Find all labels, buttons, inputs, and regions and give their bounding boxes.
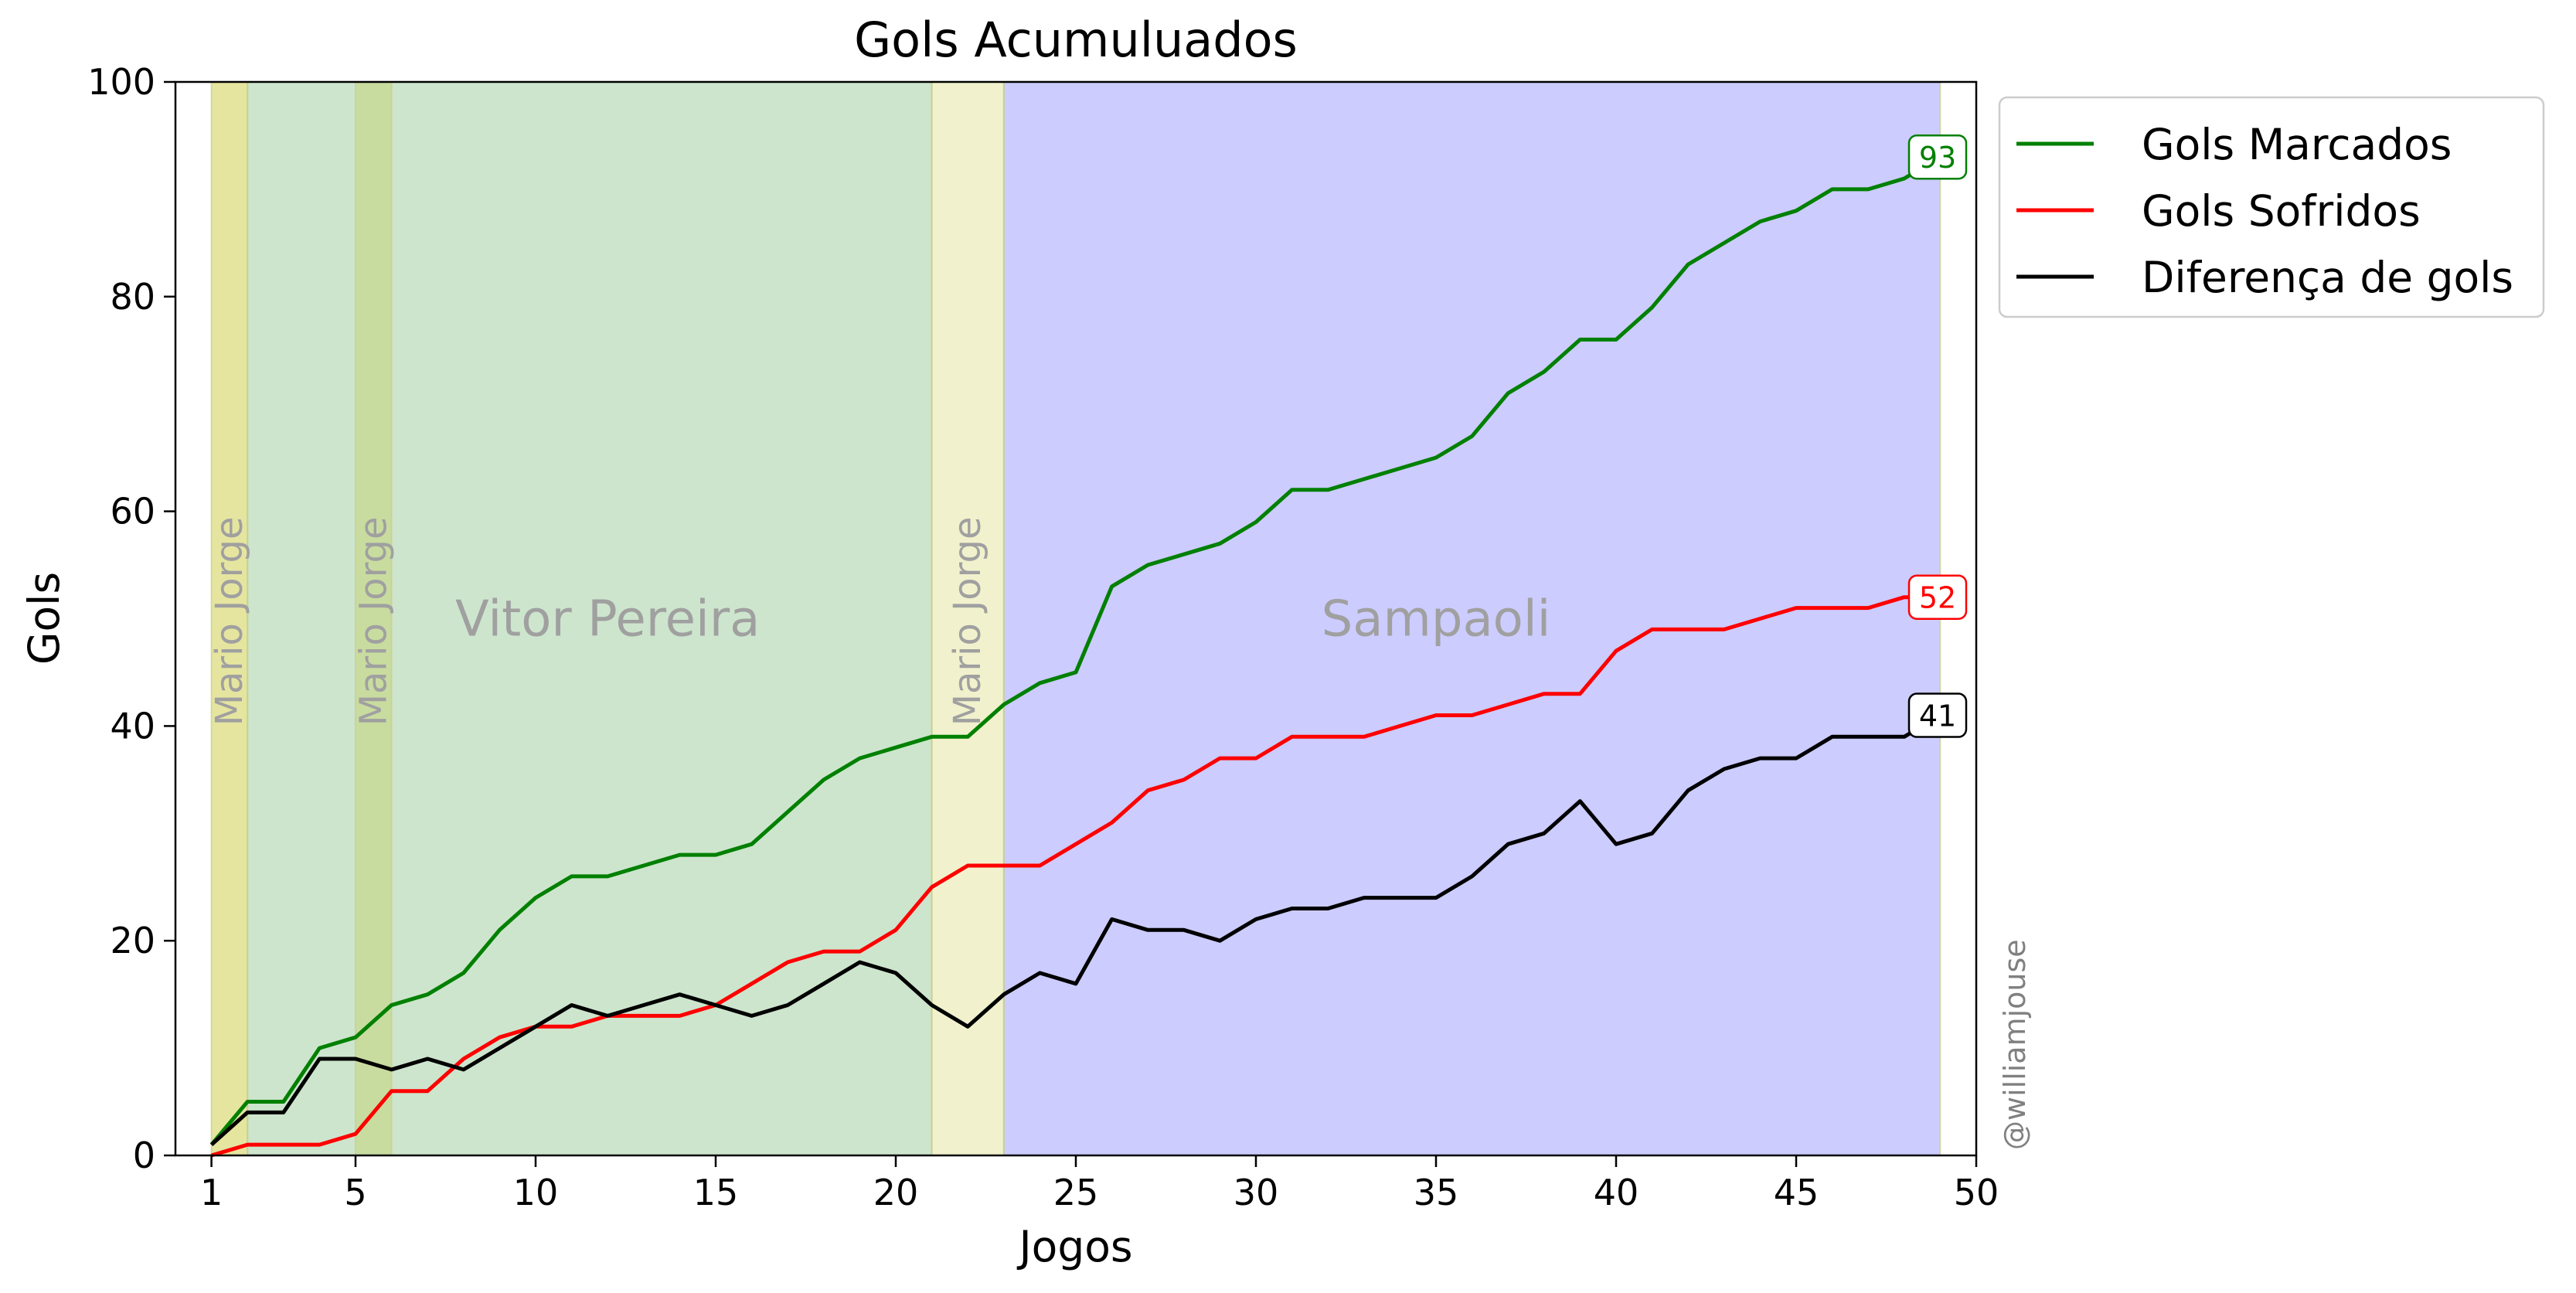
period-band — [356, 82, 392, 1155]
end-label: 52 — [1919, 581, 1956, 615]
end-labels: 93 52 41 — [1907, 134, 1968, 738]
period-band — [931, 82, 1004, 1155]
y-axis: 0 20 40 60 80 100 — [87, 61, 175, 1176]
y-tick-label: 20 — [110, 920, 155, 961]
x-tick-label: 10 — [513, 1172, 559, 1213]
period-bands — [210, 82, 1941, 1155]
end-label-box — [1907, 574, 1968, 620]
y-tick-label: 40 — [110, 705, 155, 747]
x-tick-label: 30 — [1234, 1172, 1279, 1213]
x-tick-label: 35 — [1414, 1172, 1459, 1213]
period-labels: Mario Jorge Vitor Pereira Mario Jorge Mario… — [208, 516, 1550, 726]
watermark: @williamjouse — [1998, 939, 2032, 1150]
legend-entry: Diferença de gols — [2142, 253, 2513, 302]
series-lines — [209, 155, 1941, 1158]
x-tick-label: 40 — [1594, 1172, 1639, 1213]
end-label: 41 — [1919, 699, 1956, 733]
period-band — [211, 82, 248, 1155]
x-tick-label: 20 — [873, 1172, 919, 1213]
x-tick-label: 15 — [693, 1172, 739, 1213]
y-tick-label: 0 — [133, 1135, 155, 1176]
x-axis: 1 5 10 15 20 25 30 35 40 45 50 — [200, 1155, 1999, 1213]
x-axis-label: Jogos — [1016, 1222, 1132, 1271]
series-line — [209, 713, 1941, 1146]
x-tick-label: 25 — [1053, 1172, 1099, 1213]
legend-box — [1998, 96, 2545, 318]
series-line — [209, 155, 1941, 1146]
period-label: Mario Jorge — [208, 516, 251, 726]
end-label-box — [1907, 134, 1968, 180]
series-line — [210, 595, 1941, 1158]
y-tick-label: 80 — [110, 276, 155, 318]
legend-entry: Gols Marcados — [2142, 120, 2452, 169]
y-tick-label: 100 — [87, 61, 155, 103]
y-axis-label: Gols — [19, 572, 69, 665]
x-tick-label: 1 — [200, 1172, 223, 1213]
legend-entry: Gols Sofridos — [2142, 186, 2421, 236]
y-tick-label: 60 — [110, 491, 155, 533]
period-label: Mario Jorge — [352, 516, 395, 726]
period-label: Mario Jorge — [946, 516, 989, 726]
period-band — [1003, 82, 1941, 1155]
end-label: 93 — [1919, 141, 1956, 175]
chart-title: Gols Acumuluados — [854, 12, 1298, 68]
x-tick-label: 5 — [344, 1172, 366, 1213]
end-label-box — [1907, 692, 1968, 738]
x-tick-label: 50 — [1954, 1172, 1999, 1213]
period-label: Sampaoli — [1322, 591, 1551, 648]
legend: Gols Marcados Gols Sofridos Diferença de g… — [1998, 96, 2545, 318]
period-label: Vitor Pereira — [455, 591, 760, 648]
x-tick-label: 45 — [1774, 1172, 1819, 1213]
